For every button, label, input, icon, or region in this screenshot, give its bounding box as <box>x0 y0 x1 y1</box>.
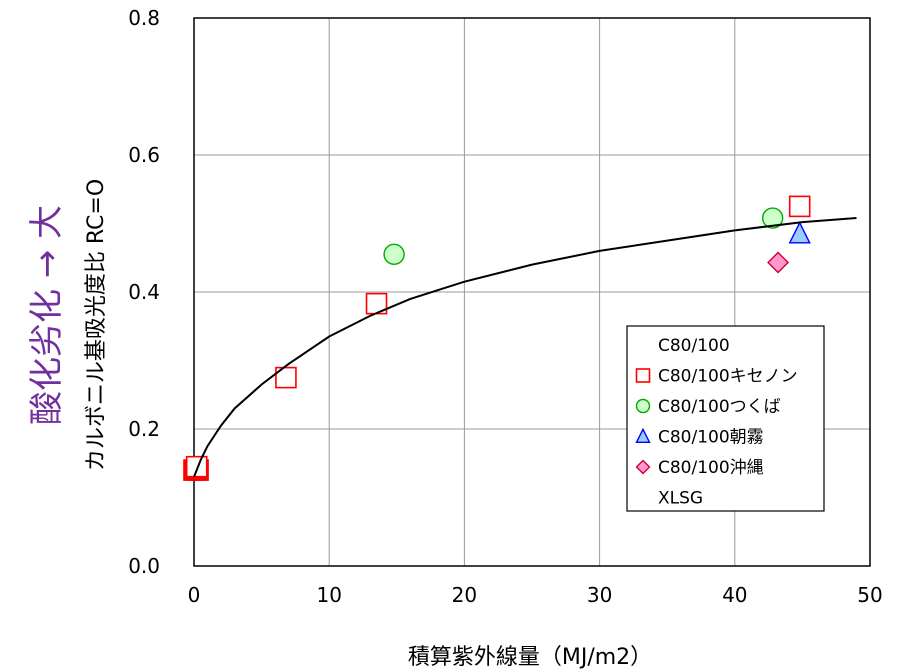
legend-label: C80/100 <box>658 336 730 356</box>
x-axis-title: 積算紫外線量（MJ/m2） <box>408 645 652 670</box>
x-tick-label: 40 <box>722 583 747 607</box>
y-axis-title: カルボニル基吸光度比 RC=O <box>84 179 109 471</box>
legend: C80/100 C80/100キセノン C80/100つくば C80/100朝霧 C80… <box>626 325 825 512</box>
legend-box <box>626 325 825 512</box>
legend-label: C80/100沖縄 <box>658 458 764 478</box>
legend-label: XLSG <box>658 489 703 509</box>
grid-lines <box>194 18 870 566</box>
x-tick-label: 20 <box>452 583 477 607</box>
oxidation-degradation-label: 酸化劣化 → 大 <box>27 205 67 425</box>
x-tick-label: 30 <box>587 583 612 607</box>
x-tick-label: 50 <box>857 583 882 607</box>
y-tick-label: 0.0 <box>128 554 160 578</box>
data-point <box>788 221 811 244</box>
y-tick-label: 0.8 <box>128 6 160 30</box>
x-tick-label: 10 <box>316 583 341 607</box>
data-point <box>275 366 297 389</box>
y-tick-label: 0.2 <box>128 417 160 441</box>
legend-label: C80/100つくば <box>658 397 781 417</box>
y-tick-label: 0.4 <box>128 280 160 304</box>
data-point <box>185 455 208 478</box>
series-3 <box>788 221 811 244</box>
y-tick-label: 0.6 <box>128 143 160 167</box>
series-2 <box>383 207 784 266</box>
data-point <box>761 207 784 229</box>
series-1 <box>185 195 811 478</box>
series-5 <box>193 217 857 478</box>
data-point <box>383 243 405 266</box>
plot-area <box>193 17 871 567</box>
x-tick-label: 0 <box>188 583 201 607</box>
data-point <box>767 251 790 274</box>
data-point <box>788 195 811 218</box>
data-series <box>183 195 857 481</box>
legend-label: C80/100朝霧 <box>658 428 764 448</box>
legend-marker <box>635 427 651 444</box>
legend-marker <box>635 368 651 383</box>
fit-curve <box>193 217 857 478</box>
legend-marker <box>635 459 651 475</box>
series-4 <box>767 251 790 274</box>
axis-ticks: 0 10 20 30 40 50 0.0 0.2 0.4 0.6 0.8 <box>128 6 883 607</box>
legend-marker <box>635 398 651 414</box>
legend-label: C80/100キセノン <box>658 367 798 387</box>
